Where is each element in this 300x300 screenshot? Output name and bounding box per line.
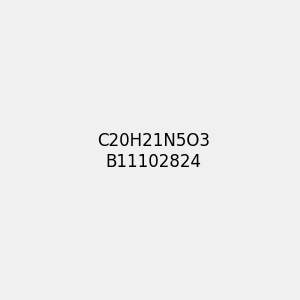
Text: C20H21N5O3
B11102824: C20H21N5O3 B11102824 — [97, 132, 210, 171]
